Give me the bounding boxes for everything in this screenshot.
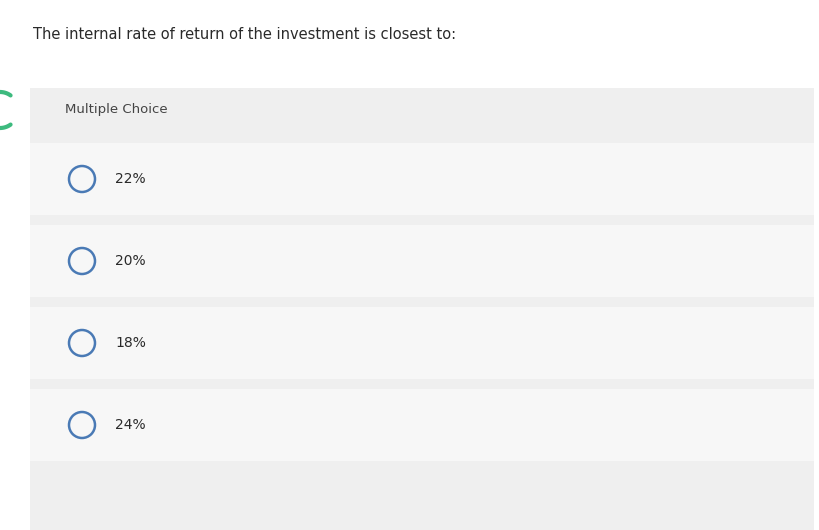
Text: 18%: 18% [115,336,146,350]
Text: The internal rate of return of the investment is closest to:: The internal rate of return of the inves… [33,27,456,42]
Bar [30,88,814,530]
Bar [30,307,814,379]
Bar [30,143,814,215]
Text: 24%: 24% [115,418,146,432]
Bar [30,225,814,297]
Text: 22%: 22% [115,172,146,186]
Text: Multiple Choice: Multiple Choice [65,103,168,116]
Text: 20%: 20% [115,254,146,268]
Bar [30,389,814,461]
